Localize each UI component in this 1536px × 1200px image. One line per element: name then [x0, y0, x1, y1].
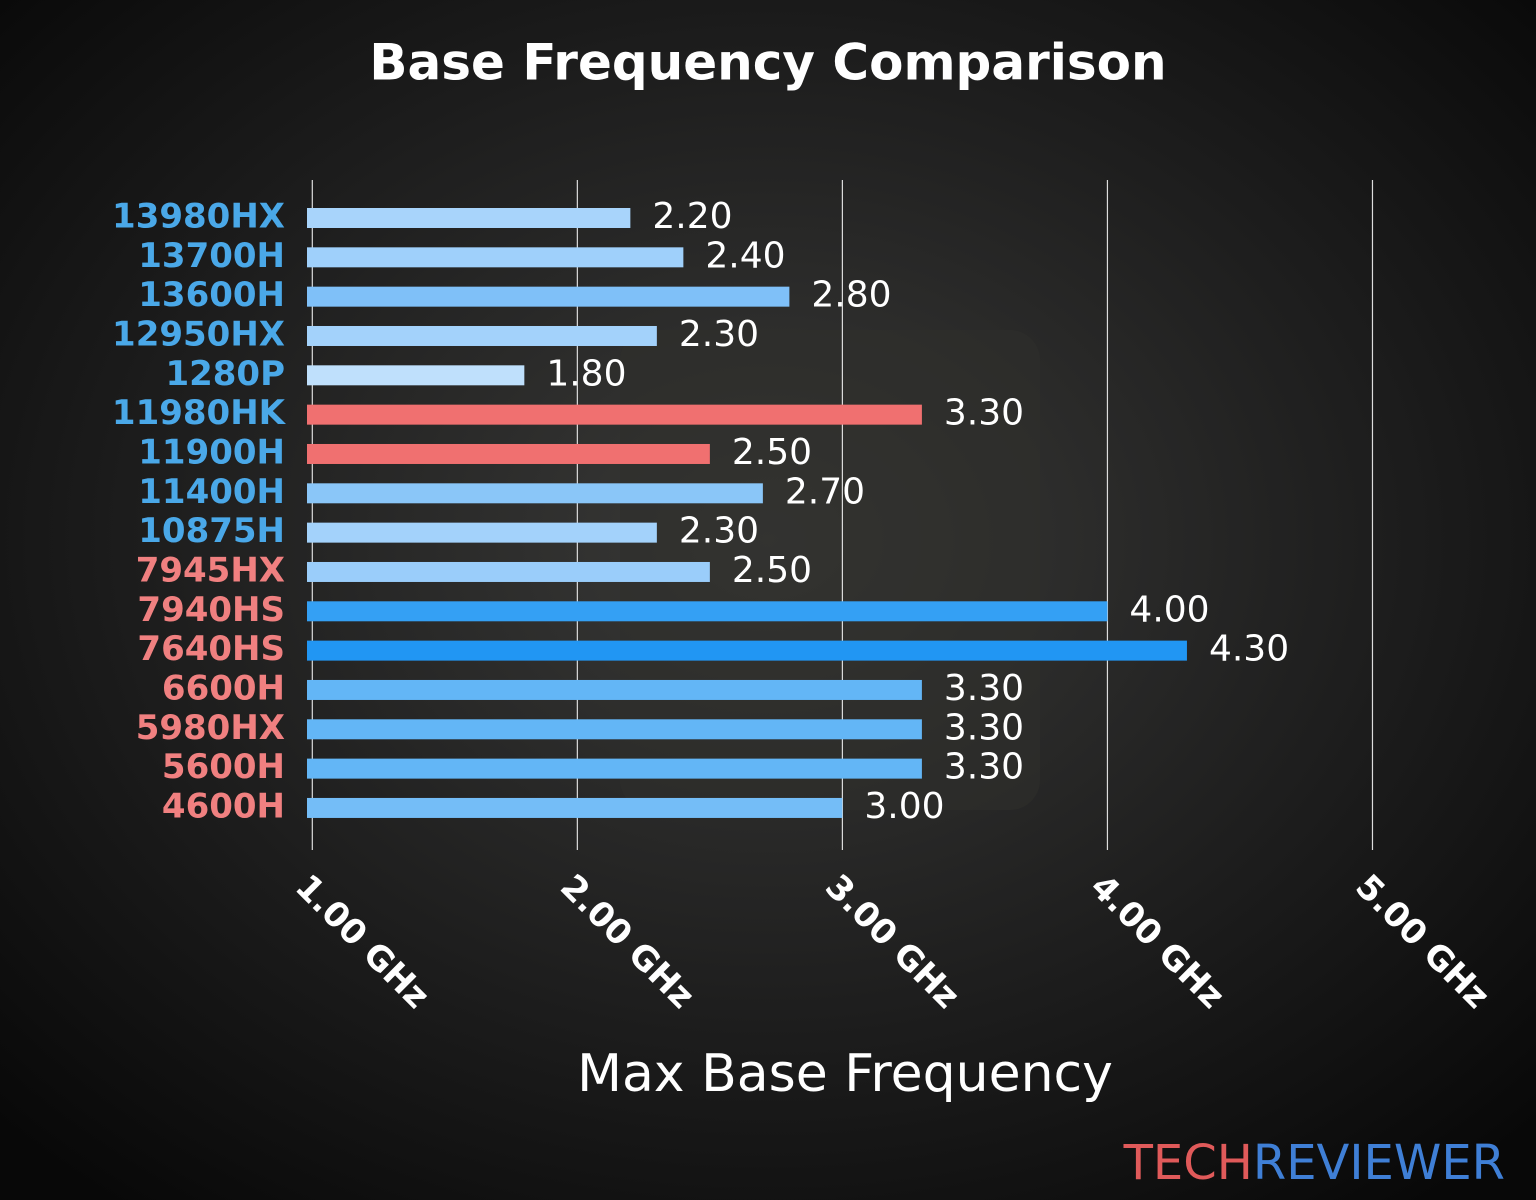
y-tick-label: 13600H [138, 275, 285, 315]
watermark: TECHREVIEWER [1123, 1135, 1505, 1191]
y-tick-label: 7640HS [137, 629, 285, 669]
value-label: 3.30 [944, 747, 1024, 788]
bar [307, 719, 922, 740]
y-tick-label: 5600H [162, 747, 285, 787]
bar [307, 679, 922, 700]
bar [307, 522, 657, 543]
y-tick-label: 7945HX [136, 550, 285, 590]
y-tick-label: 1280P [165, 354, 285, 394]
y-tick-label: 4600H [162, 786, 285, 826]
y-tick-label: 12950HX [112, 314, 285, 354]
y-tick-label: 10875H [138, 511, 285, 551]
y-tick-label: 13700H [138, 236, 285, 276]
value-label: 2.30 [679, 511, 759, 552]
bar [307, 797, 843, 818]
bar [307, 483, 763, 504]
bar [307, 365, 525, 386]
bar [307, 758, 922, 779]
value-label: 3.30 [944, 668, 1024, 709]
chart-title: Base Frequency Comparison [369, 34, 1166, 92]
value-label: 2.30 [679, 314, 759, 355]
bar [307, 640, 1187, 661]
value-label: 2.50 [732, 432, 812, 473]
value-label: 4.30 [1209, 629, 1289, 670]
bar [307, 443, 710, 464]
x-axis-label: Max Base Frequency [577, 1044, 1113, 1104]
value-label: 2.20 [652, 196, 732, 237]
bar [307, 601, 1108, 622]
bar [307, 247, 684, 268]
watermark-part: TECH [1123, 1135, 1253, 1191]
value-label: 3.30 [944, 707, 1024, 748]
y-tick-label: 11400H [138, 472, 285, 512]
bar [307, 404, 922, 425]
value-label: 3.00 [864, 786, 944, 827]
y-tick-label: 11980HK [112, 393, 287, 433]
value-label: 2.50 [732, 550, 812, 591]
y-tick-label: 5980HX [136, 708, 285, 748]
y-tick-label: 6600H [162, 668, 285, 708]
y-tick-label: 13980HX [112, 197, 285, 237]
value-label: 3.30 [944, 393, 1024, 434]
value-label: 2.80 [811, 275, 891, 316]
value-label: 4.00 [1129, 589, 1209, 630]
bar [307, 561, 710, 582]
y-tick-label: 11900H [138, 432, 285, 472]
value-label: 1.80 [546, 353, 626, 394]
bar [307, 286, 790, 307]
bar [307, 325, 657, 346]
value-label: 2.40 [705, 235, 785, 276]
bar [307, 208, 631, 228]
watermark-part: REVIEWER [1253, 1135, 1505, 1191]
y-tick-label: 7940HS [137, 590, 285, 630]
value-label: 2.70 [785, 471, 865, 512]
